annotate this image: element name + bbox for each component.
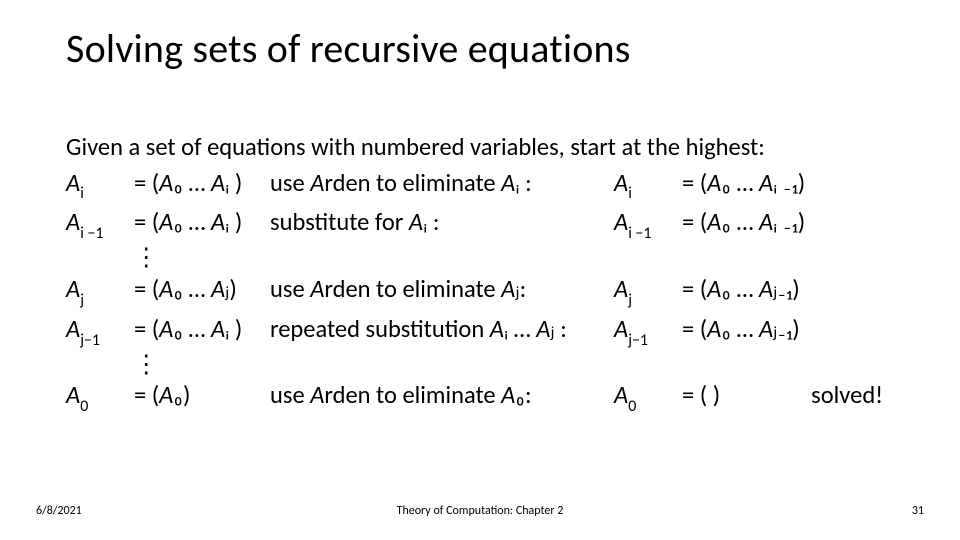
solved-label: solved!	[811, 378, 889, 418]
step-desc: substitute for Aᵢ :	[270, 205, 614, 245]
lhs: Ai −1	[66, 205, 134, 245]
lhs: Ai	[66, 166, 134, 206]
rhs-eq: = (A₀ … Aᵢ ₋₁)	[682, 166, 811, 206]
equation-row: Ai −1= (A₀ … Aᵢ )substitute for Aᵢ :Ai −…	[66, 205, 889, 245]
footer-center: Theory of Computation: Chapter 2	[0, 504, 960, 518]
vdots: ⋮	[134, 245, 270, 272]
intro-text: Given a set of equations with numbered v…	[66, 130, 920, 166]
lhs: A0	[66, 378, 134, 418]
equation-row: A0= (A₀)use Arden to eliminate A₀:A0= ( …	[66, 378, 889, 418]
lhs: Aj	[66, 272, 134, 312]
rhs-eq: = (A₀ … Aⱼ₋₁)	[682, 272, 811, 312]
lhs-eq: = (A₀ … Aᵢ )	[134, 166, 270, 206]
lhs-eq: = (A₀ … Aⱼ)	[134, 272, 270, 312]
step-desc: use Arden to eliminate Aⱼ:	[270, 272, 614, 312]
rhs: Ai	[614, 166, 682, 206]
step-desc: repeated substitution Aᵢ … Aⱼ :	[270, 312, 614, 352]
rhs: Ai −1	[614, 205, 682, 245]
rhs: A0	[614, 378, 682, 418]
equation-row: Aj−1= (A₀ … Aᵢ )repeated substitution Aᵢ…	[66, 312, 889, 352]
rhs-eq: = (A₀ … Aᵢ ₋₁)	[682, 205, 811, 245]
lhs-eq: = (A₀ … Aᵢ )	[134, 205, 270, 245]
rhs: Aj−1	[614, 312, 682, 352]
step-desc: use Arden to eliminate Aᵢ :	[270, 166, 614, 206]
equation-row: ⋮	[66, 352, 889, 379]
equations-table: Ai= (A₀ … Aᵢ )use Arden to eliminate Aᵢ …	[66, 166, 889, 419]
footer-page: 31	[912, 504, 924, 518]
rhs: Aj	[614, 272, 682, 312]
slide: Solving sets of recursive equations Give…	[0, 0, 960, 540]
lhs-eq: = (A₀ … Aᵢ )	[134, 312, 270, 352]
equation-row: ⋮	[66, 245, 889, 272]
solved-label	[811, 205, 889, 245]
lhs: Aj−1	[66, 312, 134, 352]
equation-row: Ai= (A₀ … Aᵢ )use Arden to eliminate Aᵢ …	[66, 166, 889, 206]
vdots: ⋮	[134, 352, 270, 379]
equation-row: Aj= (A₀ … Aⱼ)use Arden to eliminate Aⱼ:A…	[66, 272, 889, 312]
lhs-eq: = (A₀)	[134, 378, 270, 418]
slide-title: Solving sets of recursive equations	[66, 24, 631, 73]
solved-label	[811, 166, 889, 206]
rhs-eq: = (A₀ … Aⱼ₋₁)	[682, 312, 811, 352]
solved-label	[811, 272, 889, 312]
rhs-eq: = ( )	[682, 378, 811, 418]
step-desc: use Arden to eliminate A₀:	[270, 378, 614, 418]
solved-label	[811, 312, 889, 352]
slide-body: Given a set of equations with numbered v…	[66, 130, 920, 418]
